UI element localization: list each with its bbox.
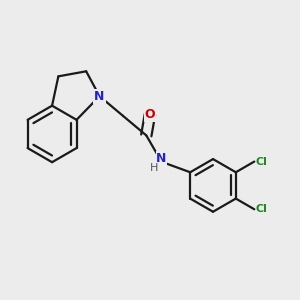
Text: N: N	[94, 90, 105, 103]
Text: O: O	[145, 108, 155, 121]
Text: Cl: Cl	[256, 157, 268, 166]
Text: N: N	[156, 152, 167, 165]
Text: H: H	[150, 163, 159, 173]
Text: Cl: Cl	[256, 204, 268, 214]
